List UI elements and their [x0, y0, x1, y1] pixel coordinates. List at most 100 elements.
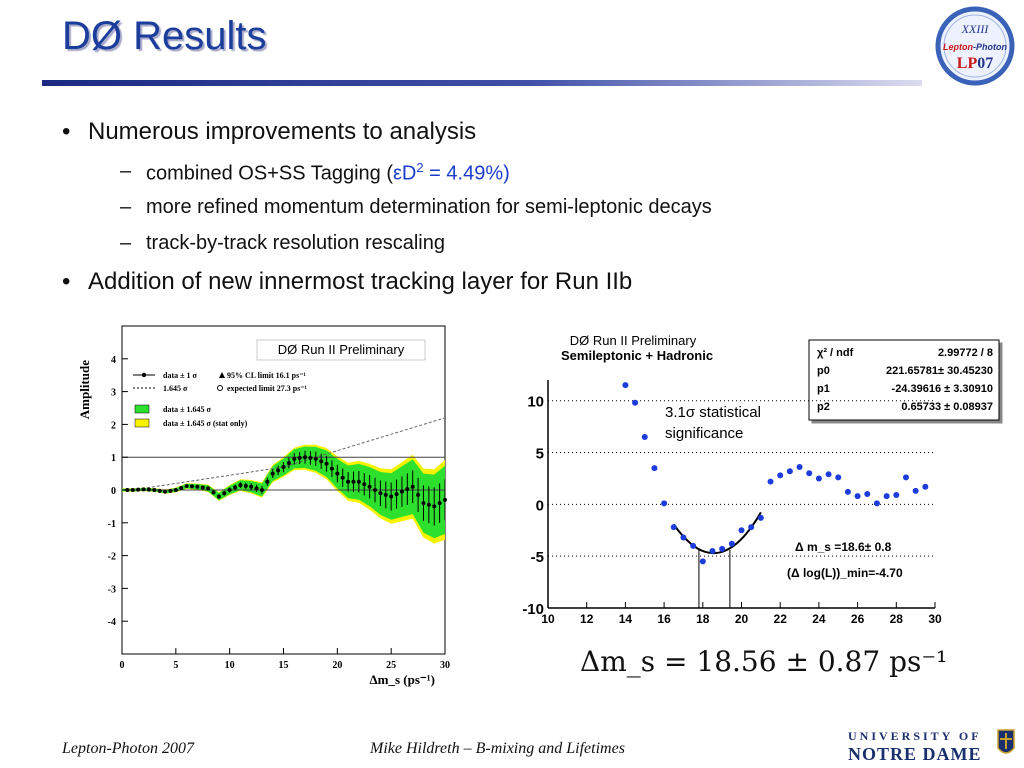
legend-yellow: data ± 1.645 σ (stat only)	[163, 419, 248, 428]
bullet-2-text: Addition of new innermost tracking layer…	[88, 268, 633, 295]
svg-text:LP07: LP07	[957, 55, 993, 72]
y-tick-label: 5	[536, 446, 544, 463]
likelihood-point	[690, 542, 697, 549]
likelihood-point	[806, 470, 813, 477]
amplitude-point	[437, 501, 442, 506]
legend-open-circle-icon	[217, 385, 223, 391]
likelihood-point	[844, 488, 851, 495]
logo-line2b: -Photon	[973, 42, 1007, 52]
amplitude-point	[399, 489, 404, 494]
x-tick-label: 26	[851, 612, 865, 626]
amplitude-point	[356, 479, 361, 484]
amplitude-point	[351, 479, 356, 484]
likelihood-point	[902, 474, 909, 481]
likelihood-point	[893, 492, 900, 499]
likelihood-point	[699, 558, 706, 565]
amplitude-point	[265, 479, 270, 484]
legend-expected: expected limit 27.3 ps⁻¹	[227, 384, 308, 393]
amplitude-point	[238, 483, 243, 488]
likelihood-point	[728, 540, 735, 547]
lp07-logo: XXIII Lepton-Photon LP07	[935, 6, 1015, 86]
y-tick-label: -3	[108, 584, 116, 595]
likelihood-point	[738, 527, 745, 534]
amplitude-point	[426, 502, 431, 507]
bullet-2: • Addition of new innermost tracking laye…	[62, 268, 633, 295]
amplitude-point	[346, 479, 351, 484]
fit-box-frame	[808, 339, 1000, 421]
likelihood-point	[815, 475, 822, 482]
likelihood-point	[622, 382, 629, 389]
x-tick-label: 20	[332, 660, 342, 671]
significance-note-line1: 3.1σ statistical	[665, 404, 761, 421]
y-tick-label: 2	[111, 420, 116, 431]
amplitude-point	[308, 456, 313, 461]
amplitude-point	[410, 484, 415, 489]
amplitude-point	[303, 455, 308, 460]
fit-box-label: p1	[817, 383, 830, 395]
likelihood-point	[748, 524, 755, 531]
x-tick-label: 15	[279, 660, 289, 671]
sub-bullet-3: – track-by-track resolution rescaling	[120, 232, 445, 254]
amplitude-point	[432, 504, 437, 509]
likelihood-point	[786, 468, 793, 475]
sub-bullet-2-text: more refined momentum determination for …	[146, 196, 712, 218]
x-tick-label: 18	[696, 612, 710, 626]
nd-line1: UNIVERSITY OF	[848, 729, 982, 743]
likelihood-point	[854, 493, 861, 500]
likelihood-point	[767, 478, 774, 485]
sub-bullet-1: – combined OS+SS Tagging (εD2 = 4.49%)	[120, 160, 510, 185]
amplitude-point	[152, 488, 157, 492]
right-subtitle: Semileptonic + Hadronic	[561, 348, 713, 363]
likelihood-plot: DØ Run II Preliminary Semileptonic + Had…	[522, 333, 1000, 626]
logo-line1: XXIII	[961, 22, 990, 36]
nd-line2: NOTRE DAME	[848, 744, 982, 764]
likelihood-point	[835, 474, 842, 481]
sub-bullet-1-value: = 4.49%)	[423, 162, 510, 185]
amplitude-point	[276, 468, 281, 473]
amplitude-point	[292, 456, 297, 461]
amplitude-point	[367, 484, 372, 489]
svg-text:Lepton-Photon: Lepton-Photon	[943, 42, 1007, 52]
x-tick-label: 28	[890, 612, 904, 626]
x-tick-label: 10	[225, 660, 235, 671]
amplitude-point	[211, 490, 216, 495]
legend-data-1sigma: data ± 1 σ	[163, 371, 198, 380]
amplitude-point	[281, 465, 286, 470]
legend-green: data ± 1.645 σ	[163, 405, 212, 414]
logo-line2a: Lepton	[943, 42, 973, 52]
likelihood-point	[641, 434, 648, 440]
left-preliminary-box	[256, 339, 426, 361]
amplitude-point	[378, 491, 383, 496]
likelihood-point	[757, 514, 764, 521]
amplitude-point	[200, 485, 205, 490]
amplitude-point	[421, 501, 426, 506]
sub-bullet-2: – more refined momentum determination for…	[120, 196, 712, 218]
amplitude-point	[443, 497, 447, 502]
legend-1645: 1.645 σ	[163, 384, 188, 393]
amplitude-point	[416, 492, 421, 497]
amplitude-point	[373, 488, 378, 492]
bullet-1: • Numerous improvements to analysis	[62, 118, 477, 145]
amplitude-point	[335, 471, 340, 476]
result-line1: Δ m_s =18.6± 0.8	[795, 540, 892, 554]
amplitude-point	[383, 492, 388, 497]
likelihood-point	[719, 545, 726, 552]
fit-box-label: p2	[817, 401, 830, 413]
result-line2: (Δ log(L))_min=-4.70	[787, 566, 903, 580]
x-tick-label: 0	[120, 660, 125, 671]
x-tick-label: 5	[173, 660, 178, 671]
amplitude-point	[189, 484, 194, 489]
fit-parabola	[672, 511, 762, 555]
fit-box-value: 0.65733 ± 0.08937	[901, 401, 993, 413]
amplitude-point	[141, 487, 146, 492]
y-tick-label: 0	[536, 497, 544, 514]
legend-dot-data	[141, 372, 147, 378]
delta-ms-formula: Δm_s = 18.56 ± 0.87 ps⁻¹	[580, 645, 948, 678]
amplitude-point	[389, 494, 394, 499]
x-tick-label: 14	[619, 612, 633, 626]
logo-line3b: 07	[977, 55, 993, 72]
amplitude-point	[184, 484, 189, 489]
likelihood-point	[864, 491, 871, 497]
fit-box-value: -24.39616 ± 3.30910	[892, 383, 993, 395]
amplitude-point	[324, 461, 329, 466]
